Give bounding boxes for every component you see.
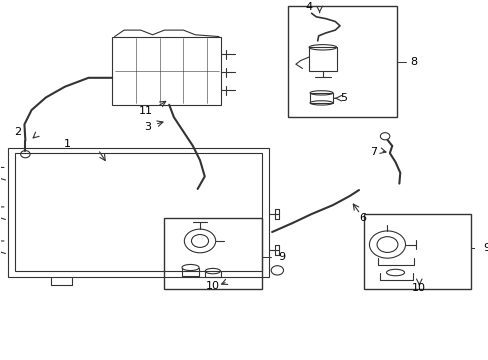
Text: 8: 8 [409, 57, 416, 67]
Text: 7: 7 [369, 147, 376, 157]
Text: 9: 9 [483, 243, 488, 253]
Text: 9: 9 [278, 252, 285, 262]
Bar [363, 214, 469, 289]
Text: 10: 10 [205, 281, 220, 291]
Bar [164, 218, 261, 289]
Text: 11: 11 [138, 106, 152, 116]
Bar [15, 153, 261, 271]
Text: 10: 10 [411, 283, 426, 293]
Text: 6: 6 [358, 213, 365, 222]
Bar [308, 47, 336, 71]
Bar [309, 93, 332, 103]
Text: 2: 2 [14, 127, 21, 136]
Text: 4: 4 [305, 2, 312, 12]
Text: 3: 3 [144, 122, 151, 132]
Text: 5: 5 [339, 93, 346, 103]
Bar [287, 6, 396, 117]
Text: 1: 1 [63, 139, 70, 149]
Bar [8, 148, 268, 277]
Bar [112, 37, 221, 105]
